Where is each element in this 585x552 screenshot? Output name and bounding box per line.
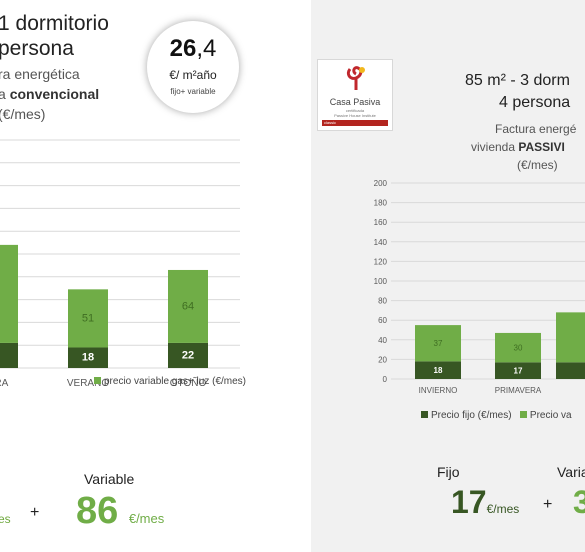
right-chart-bar-variable xyxy=(556,312,585,363)
right-chart-bar-variable xyxy=(415,325,461,362)
left-chart-bar-variable xyxy=(68,289,108,348)
badge-note: fijo+ variable xyxy=(170,87,216,96)
left-title-line2: persona xyxy=(0,37,74,60)
logo-class-bar: classic xyxy=(322,120,388,126)
badge-value: 26,4 xyxy=(147,35,239,63)
left-subtitle-line2: a convencional xyxy=(0,86,99,102)
left-chart-bar-fixed xyxy=(0,342,18,368)
right-fijo-unit: €/mes xyxy=(486,502,520,516)
right-chart-ytick-label: 20 xyxy=(378,355,387,364)
cost-badge: 26,4 €/ m²año fijo+ variable xyxy=(147,21,239,113)
left-fijo-unit: es xyxy=(0,512,11,526)
left-chart-bar-variable xyxy=(0,244,18,343)
left-chart-bar-fixed xyxy=(68,347,108,368)
right-chart-ytick-label: 120 xyxy=(374,257,388,266)
left-chart-data-label-fixed: 22 xyxy=(182,349,194,361)
right-subtitle-line3: (€/mes) xyxy=(517,158,558,172)
left-variable-label: Variable xyxy=(84,471,135,487)
right-chart-bar-variable xyxy=(495,332,541,363)
right-fijo-label: Fijo xyxy=(437,464,460,480)
right-chart-bar-fixed xyxy=(556,362,585,379)
left-chart-bar-variable xyxy=(168,269,208,343)
right-chart-data-label-fixed: 18 xyxy=(434,366,443,375)
right-variable-label: Varia xyxy=(557,464,585,480)
right-chart-ytick-label: 40 xyxy=(378,336,387,345)
badge-unit: €/ m²año xyxy=(169,68,217,82)
right-fijo-value: 17€/mes xyxy=(451,484,519,521)
right-chart: 0 20 40 60 80 100 120 140 160 180 200 18 37 INVIERNO 1… xyxy=(374,179,585,395)
logo-name: Casa Pasiva xyxy=(329,97,381,107)
left-chart-category-label: OTOÑO xyxy=(170,376,207,389)
left-subtitle-line3: (€/mes) xyxy=(0,106,46,122)
right-subtitle-line2-plain: vivienda xyxy=(471,140,519,154)
left-chart: ERA 18 51 VERANO 22 64 OTOÑO xyxy=(0,139,240,389)
left-plus: + xyxy=(30,504,40,521)
right-legend: Precio fijo (€/mes) Precio va xyxy=(421,410,572,421)
right-subtitle-line2: vivienda PASSIVI xyxy=(471,140,565,154)
right-chart-category-label: PRIMAVERA xyxy=(495,386,542,395)
left-variable-unit: €/mes xyxy=(128,511,165,526)
logo-certified: certificada xyxy=(345,108,365,113)
right-plus: + xyxy=(543,496,553,513)
panel-gutter xyxy=(304,0,311,552)
right-chart-data-label-fixed: 17 xyxy=(514,367,523,376)
left-chart-category-label: ERA xyxy=(0,378,9,389)
left-subtitle-line2-bold: convencional xyxy=(9,86,100,102)
left-variable-value: 86 €/mes xyxy=(76,490,164,533)
right-chart-category-label: INVIERNO xyxy=(419,386,458,395)
right-chart-ytick-label: 0 xyxy=(383,375,388,384)
right-subtitle-line1: Factura energé xyxy=(495,122,577,136)
left-subtitle-line1: ra energética xyxy=(0,66,80,82)
right-variable-value: 3 xyxy=(573,484,585,520)
left-chart-category-label: VERANO xyxy=(67,378,109,389)
right-chart-ytick-label: 60 xyxy=(378,316,387,325)
right-chart-ytick-label: 100 xyxy=(374,277,388,286)
left-chart-data-label-fixed: 18 xyxy=(82,352,94,364)
right-chart-data-label-variable: 30 xyxy=(514,344,523,353)
left-title: 1 dormitorio xyxy=(0,12,109,35)
legend-swatch-variable-right xyxy=(519,411,527,418)
right-chart-ytick-label: 80 xyxy=(378,297,387,306)
left-legend-variable-label: precio variable gas+ luz (€/mes) xyxy=(104,376,247,387)
logo-institute: Passive House Institute xyxy=(334,113,376,118)
right-panel: Casa Pasiva certificada Passive House In… xyxy=(311,0,585,552)
right-legend-variable-label: Precio va xyxy=(529,410,572,421)
right-fijo-number: 17 xyxy=(451,484,487,520)
left-subtitle-line2-plain: a xyxy=(0,86,6,102)
right-legend-fijo-label: Precio fijo (€/mes) xyxy=(431,410,512,421)
right-chart-ytick-label: 200 xyxy=(374,179,388,188)
right-chart-data-label-variable: 37 xyxy=(434,339,443,348)
right-chart-ytick-label: 160 xyxy=(374,218,388,227)
right-subtitle-line2-bold: PASSIVI xyxy=(518,140,565,154)
casa-pasiva-logo-symbol xyxy=(346,66,365,90)
casa-pasiva-logo: Casa Pasiva certificada Passive House In… xyxy=(317,59,393,131)
left-chart-data-label-variable: 51 xyxy=(82,312,94,324)
left-chart-bar-fixed xyxy=(168,342,208,368)
right-chart-ytick-label: 140 xyxy=(374,238,388,247)
badge-value-int: 26 xyxy=(169,35,197,62)
right-title: 85 m² - 3 dorm xyxy=(465,72,570,89)
right-chart-ytick-label: 180 xyxy=(374,199,388,208)
right-chart-bar-fixed xyxy=(415,361,461,379)
left-legend-variable: precio variable gas+ luz (€/mes) xyxy=(94,376,246,387)
legend-swatch-variable xyxy=(94,377,101,384)
right-title-line2: 4 persona xyxy=(499,94,571,111)
left-variable-number: 86 xyxy=(76,490,119,532)
left-panel: 1 dormitorio persona ra energética a con… xyxy=(0,12,247,533)
badge-value-dec: ,4 xyxy=(196,35,217,62)
right-chart-bar-fixed xyxy=(495,362,541,379)
left-chart-data-label-variable: 64 xyxy=(182,300,194,312)
legend-swatch-fijo xyxy=(421,411,428,418)
